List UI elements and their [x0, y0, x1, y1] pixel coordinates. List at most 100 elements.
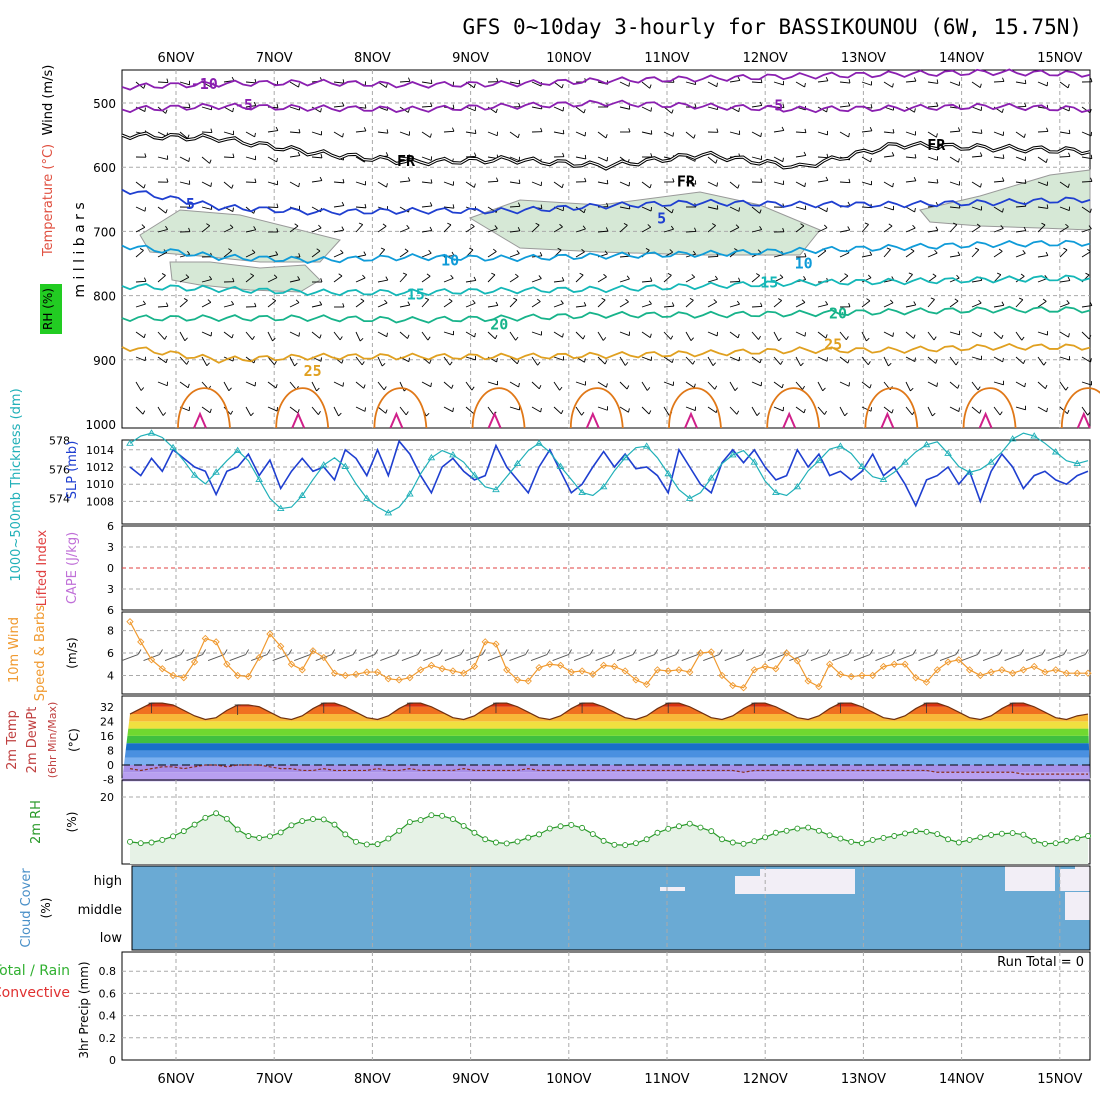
wind-barb — [1037, 224, 1046, 233]
wind-barb — [883, 331, 894, 337]
wind-barb-flag — [689, 297, 694, 301]
wind-barb-flag — [254, 302, 257, 307]
wind-barb — [201, 106, 212, 111]
wind-barb-flag — [1088, 335, 1092, 340]
thickness-marker — [406, 490, 414, 497]
wind-barb-flag — [381, 362, 386, 367]
isotherm-label: 20 — [829, 305, 847, 323]
wind-barb — [685, 81, 696, 86]
wind-barb-flag — [848, 178, 851, 183]
wind-barb — [861, 254, 872, 258]
rh2m-marker — [320, 816, 327, 823]
wind-barb-flag — [320, 278, 323, 283]
surface-wind-barb — [638, 654, 655, 661]
wind-barb — [861, 381, 871, 389]
wind-barb — [465, 356, 476, 361]
wind-barb — [267, 254, 278, 258]
surface-wind-barb-flag — [891, 649, 895, 655]
wind-barb — [487, 228, 498, 233]
wind-barb — [597, 131, 607, 139]
wind-barb — [223, 250, 233, 258]
wind10m-marker — [546, 660, 554, 668]
temp-unit-label: (°C) — [67, 728, 81, 752]
wind-barb-flag — [252, 336, 255, 340]
wind-barb — [641, 131, 652, 135]
wind-barb — [311, 131, 322, 136]
wind-barb-flag — [826, 207, 828, 212]
wind-barb — [619, 301, 629, 308]
wind-barb — [861, 156, 871, 163]
wind-barb-flag — [341, 201, 345, 206]
wind-barb-flag — [778, 298, 782, 301]
wind-barb-flag — [183, 298, 188, 301]
wind-barb — [1015, 406, 1026, 411]
wind-barb — [597, 276, 607, 283]
wind-barb — [223, 331, 233, 339]
wind-barb-flag — [452, 127, 455, 132]
thickness-marker — [1030, 432, 1038, 439]
precip-tick-label: 0.2 — [99, 1032, 117, 1045]
wind-barb-flag — [671, 209, 674, 214]
isotherm-line — [121, 342, 1091, 364]
wind-barb — [751, 81, 763, 84]
wind-barb — [795, 131, 807, 134]
rh2m-marker — [1041, 840, 1048, 847]
wind-barb-flag — [385, 409, 388, 414]
wind-barb — [993, 227, 1004, 233]
wind-barb — [993, 274, 1002, 283]
temp-tick-label: -8 — [103, 774, 114, 787]
wind10m-marker — [987, 668, 995, 676]
wind-barb-flag — [254, 78, 257, 83]
wind-barb — [487, 304, 498, 308]
wind-barb-flag — [932, 412, 936, 417]
wind10m-marker — [524, 677, 532, 685]
wind-barb — [707, 278, 718, 283]
wind-barb — [267, 156, 277, 163]
wind-barb — [333, 131, 343, 138]
surface-wind-barb — [853, 654, 871, 661]
wind-barb — [685, 299, 694, 308]
wind-barb — [421, 105, 433, 108]
rh2m-marker — [514, 838, 521, 845]
wind-barb — [795, 206, 806, 211]
wind10m-marker — [341, 671, 349, 680]
wind10m-marker — [976, 671, 984, 680]
wind-barb — [421, 156, 432, 161]
date-label-top: 8NOV — [354, 51, 391, 66]
rh2m-marker — [794, 825, 801, 832]
wind-barb-flag — [140, 387, 145, 391]
date-label-bottom: 9NOV — [452, 1072, 489, 1087]
upper-air-panel: 500 600 700 800 900 1000 -10 -5 -5 FR FR FR 5 5 10 10 15… — [40, 65, 1100, 432]
wind-barb — [641, 303, 652, 308]
rh2m-axis-label: 2m RH — [29, 800, 44, 844]
wind-barb — [223, 106, 233, 113]
wind-barb — [663, 274, 672, 283]
wind-barb — [707, 156, 717, 164]
rh2m-marker — [783, 827, 790, 834]
wind-barb-flag — [892, 332, 894, 337]
wind-barb — [817, 131, 828, 136]
thickness-marker — [513, 459, 522, 467]
surface-wind-barb — [380, 654, 397, 661]
wind-barb — [993, 406, 1001, 416]
wind-barb-flag — [297, 151, 301, 156]
wind-barb-flag — [605, 134, 608, 139]
wind-barb-flag — [826, 107, 828, 113]
wind-barb-flag — [848, 302, 851, 307]
wind-barb — [465, 181, 475, 188]
wind-barb-flag — [276, 203, 279, 208]
wind-barb — [377, 131, 388, 134]
wind-barb-flag — [430, 382, 432, 387]
wind-barb-flag — [495, 108, 498, 113]
wind-barb-flag — [144, 107, 146, 112]
wind-barb-flag — [274, 361, 277, 365]
isotherm-label: 25 — [824, 336, 842, 354]
surface-wind-barb-flag — [934, 649, 938, 655]
wind-barb-flag — [866, 337, 870, 342]
wind-barb — [399, 331, 408, 339]
wind-barb-flag — [144, 277, 147, 282]
wind-barb — [619, 81, 630, 87]
wind-barb-flag — [735, 224, 740, 228]
wind-barb-flag — [452, 204, 455, 209]
rh2m-marker — [493, 839, 499, 846]
